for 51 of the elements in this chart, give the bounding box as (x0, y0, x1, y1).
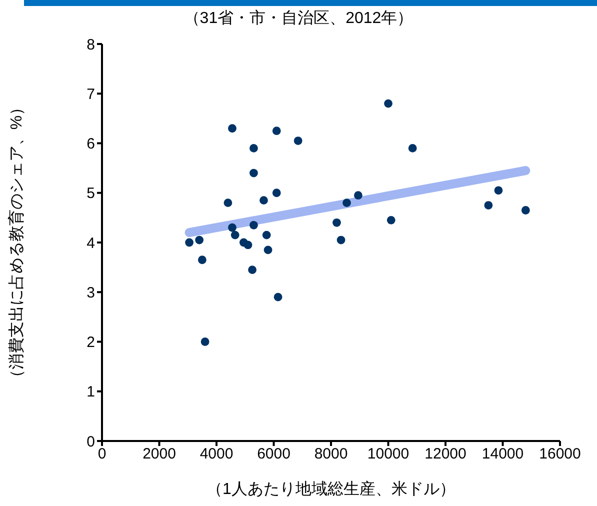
point (264, 246, 272, 254)
point (294, 136, 302, 145)
x-tick-label: 6000 (257, 446, 290, 463)
y-tick-label: 5 (86, 185, 95, 202)
point (342, 198, 351, 207)
point (230, 230, 240, 240)
chart-title: （31省・市・自治区、2012年） (182, 8, 414, 29)
point (521, 206, 530, 214)
y-tick-label: 6 (86, 136, 95, 153)
x-tick-label: 0 (98, 446, 106, 463)
x-tick-label: 4000 (200, 446, 234, 463)
point (354, 191, 362, 200)
point (386, 216, 396, 224)
y-tick-label: 1 (86, 384, 95, 401)
point (185, 238, 194, 247)
point (332, 218, 341, 227)
point (248, 266, 256, 274)
point (484, 201, 493, 210)
point (262, 230, 271, 240)
x-tick-label: 14000 (482, 446, 524, 463)
x-tick-label: 12000 (424, 446, 466, 463)
point (228, 223, 236, 232)
point (274, 292, 282, 302)
point (224, 198, 232, 207)
y-axis-title: （消費支出に占める教育のシェア、%） (8, 99, 26, 386)
point (250, 220, 258, 230)
point (408, 144, 417, 152)
point (195, 236, 204, 244)
point (200, 338, 210, 346)
point (336, 236, 346, 244)
y-tick-label: 7 (86, 86, 95, 103)
point (244, 240, 252, 250)
point (250, 168, 258, 178)
y-tick-label: 8 (86, 36, 95, 54)
y-tick-label: 0 (86, 433, 95, 450)
point (228, 124, 236, 133)
point (260, 196, 268, 205)
point (198, 256, 206, 264)
y-tick-label: 3 (86, 284, 95, 302)
x-axis-title: （1人あたり地域総生産、米ドル） (206, 480, 456, 498)
x-tick-label: 2000 (142, 446, 176, 463)
x-tick-label: 8000 (314, 446, 348, 463)
point (272, 188, 281, 198)
point (272, 126, 281, 136)
point (494, 186, 503, 195)
y-tick-label: 2 (86, 334, 95, 352)
point (250, 144, 258, 152)
x-tick-label: 10000 (367, 446, 410, 463)
x-tick-label: 16000 (539, 446, 581, 463)
y-tick-label: 4 (86, 234, 95, 252)
point (384, 99, 392, 108)
